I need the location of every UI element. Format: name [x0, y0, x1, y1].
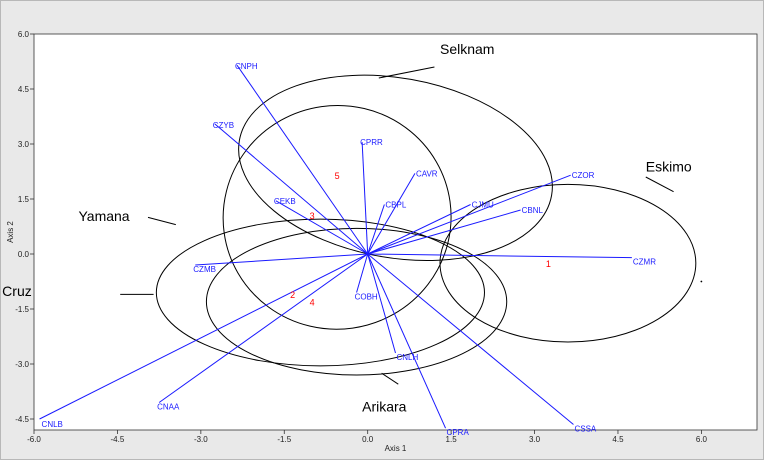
y-tick-label: 0.0	[18, 250, 30, 259]
vector-label-czor: CZOR	[572, 171, 595, 180]
vector-cobh	[356, 253, 369, 293]
leader-line-yamana	[147, 216, 176, 226]
x-axis-title: Axis 1	[385, 444, 407, 453]
vector-label-cbpl: CBPL	[385, 201, 406, 210]
point-label-5: 5	[335, 171, 340, 181]
x-tick-label: -3.0	[194, 435, 208, 444]
vector-label-cpra: CPRA	[447, 428, 470, 437]
vector-cssa	[367, 253, 574, 425]
vector-czyb	[214, 123, 369, 255]
plot-background	[33, 33, 758, 431]
point-label-2: 2	[290, 290, 295, 300]
vector-cbnl	[367, 209, 521, 255]
plot-area	[33, 33, 758, 431]
ellipse-selknam	[238, 74, 553, 261]
x-tick-label: -4.5	[111, 435, 125, 444]
vector-cavr	[367, 173, 416, 255]
vector-label-cnlh: CNLH	[397, 353, 419, 362]
vector-cnlb	[39, 253, 368, 420]
vector-cbpl	[367, 204, 385, 255]
vector-label-czmb: CZMB	[193, 265, 216, 274]
vector-label-cbnl: CBNL	[522, 206, 544, 215]
x-tick-label: 3.0	[529, 435, 541, 444]
observation-points: 1 2 3 4 5	[290, 171, 703, 307]
x-tick-label: 1.5	[446, 435, 458, 444]
y-tick-label: -4.5	[15, 415, 29, 424]
ellipse-eskimo	[439, 183, 697, 343]
vector-cnaa	[158, 253, 368, 403]
ellipse-santa-cruz	[155, 218, 485, 367]
group-label-eskimo: Eskimo	[646, 159, 692, 175]
group-labels: Selknam Eskimo Yamana Santa Cruz Arikara	[1, 41, 692, 415]
vector-label-cobh: COBH	[355, 293, 378, 302]
point-label-4: 4	[310, 297, 315, 307]
vector-cnlh	[367, 253, 396, 354]
vector-cprr	[361, 142, 369, 255]
leader-line-selknam	[378, 66, 435, 79]
vector-czmr	[367, 253, 632, 259]
group-label-yamana: Yamana	[78, 208, 129, 224]
y-tick-label: 6.0	[18, 30, 30, 39]
vector-label-czyb: CZYB	[213, 121, 234, 130]
vector-label-cavr: CAVR	[416, 169, 438, 178]
point-label-1: 1	[546, 259, 551, 269]
vector-cnph	[236, 64, 369, 255]
vector-label-czmr: CZMR	[633, 258, 656, 267]
group-ellipses	[155, 74, 697, 376]
x-tick-label: 0.0	[362, 435, 374, 444]
stray-point	[700, 280, 703, 283]
x-tick-label: 6.0	[696, 435, 708, 444]
group-label-santa-cruz: Santa Cruz	[1, 283, 32, 299]
vector-czmb	[195, 253, 368, 266]
leader-line-arikara	[381, 372, 399, 385]
vector-label-cjmu: CJMU	[472, 201, 494, 210]
y-tick-label: -3.0	[15, 360, 29, 369]
point-label-3: 3	[310, 211, 315, 221]
ellipse-arikara	[205, 227, 508, 376]
vector-czor	[367, 174, 571, 255]
variable-vectors: CNPH CZYB CPRR CAVR CEKB CBPL CJMU CZOR CBNL CZMR…	[39, 62, 656, 437]
x-tick-label: -6.0	[27, 435, 41, 444]
y-tick-label: -1.5	[15, 305, 29, 314]
group-label-selknam: Selknam	[440, 41, 494, 57]
group-label-arikara: Arikara	[362, 399, 407, 415]
x-tick-label: 4.5	[612, 435, 624, 444]
vector-label-cprr: CPRR	[360, 138, 383, 147]
vector-label-cekb: CEKB	[274, 197, 296, 206]
leader-line-eskimo	[645, 176, 674, 193]
y-tick-label: 1.5	[18, 195, 30, 204]
vector-label-cnlb: CNLB	[42, 420, 63, 429]
vector-label-cnph: CNPH	[235, 62, 258, 71]
y-tick-label: 4.5	[18, 85, 30, 94]
vector-cekb	[275, 200, 368, 255]
vector-cpra	[367, 253, 447, 429]
y-tick-label: 3.0	[18, 140, 30, 149]
vector-label-cssa: CSSA	[574, 425, 596, 434]
vector-cjmu	[367, 204, 471, 255]
y-axis-title: Axis 2	[6, 221, 15, 243]
vector-label-cnaa: CNAA	[157, 403, 180, 412]
axes: -6.0 -4.5 -3.0 -1.5 0.0 1.5 3.0 4.5 6.0 6.0 4.5 3.0…	[6, 30, 707, 453]
x-tick-label: -1.5	[277, 435, 291, 444]
